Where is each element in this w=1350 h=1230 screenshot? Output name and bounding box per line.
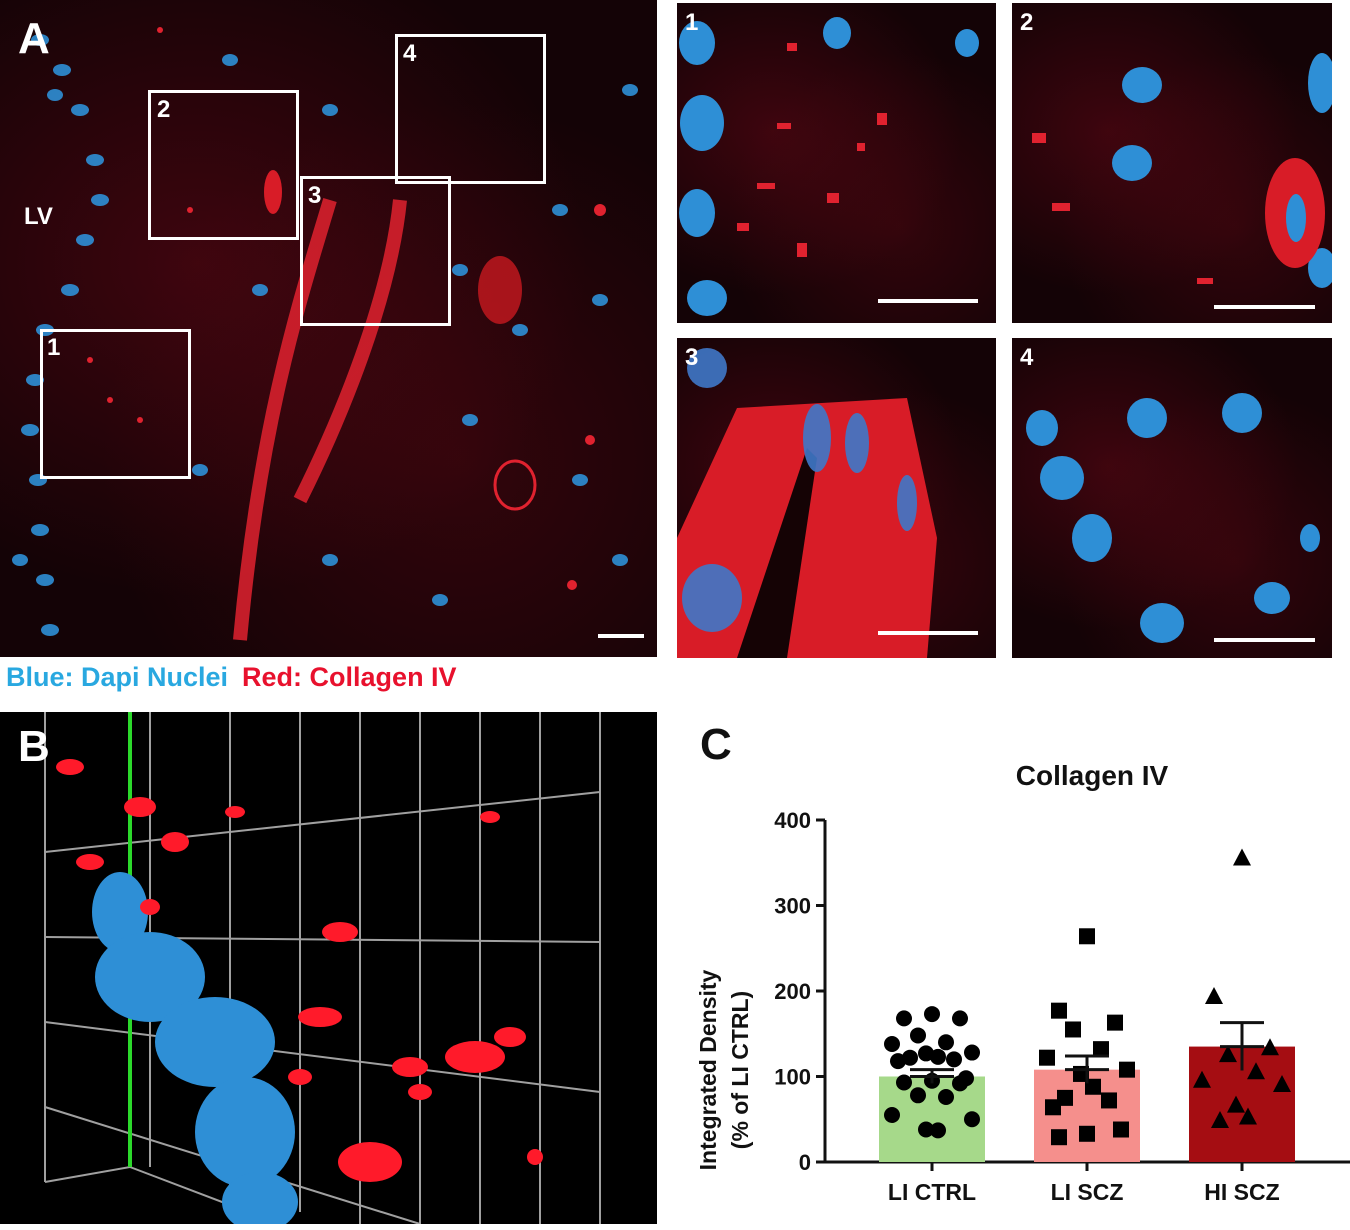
data-point bbox=[902, 1049, 918, 1066]
y-tick-label: 200 bbox=[774, 979, 811, 1004]
panel-b-texture bbox=[44, 712, 601, 1224]
data-point bbox=[1273, 1075, 1291, 1093]
data-point bbox=[938, 1034, 954, 1051]
collagen-iv-chart: Collagen IV Integrated Density (% of LI … bbox=[695, 760, 1350, 1205]
y-tick-label: 100 bbox=[774, 1065, 811, 1090]
legend-blue-text: Blue: Dapi Nuclei bbox=[6, 662, 229, 692]
panel-c-label: C bbox=[700, 720, 732, 769]
y-tick-label: 300 bbox=[774, 894, 811, 919]
x-tick-label: HI SCZ bbox=[1204, 1179, 1279, 1205]
chart-plot-area: 0 100 200 300 400 LI CTRL LI SCZ HI SCZ bbox=[774, 808, 1350, 1205]
data-point bbox=[1079, 1125, 1095, 1142]
data-point bbox=[938, 1089, 954, 1106]
data-point bbox=[1227, 1095, 1245, 1113]
panel-b-label: B bbox=[18, 722, 50, 771]
data-point bbox=[884, 1106, 900, 1123]
inset-2-label: 2 bbox=[1020, 9, 1034, 36]
roi-box-3 bbox=[300, 176, 451, 326]
inset-3: 3 bbox=[677, 338, 996, 658]
data-point bbox=[1051, 1129, 1067, 1146]
data-point bbox=[952, 1010, 968, 1027]
data-point bbox=[1051, 1002, 1067, 1019]
data-point bbox=[1093, 1041, 1109, 1058]
data-point bbox=[1065, 1021, 1081, 1038]
inset-4-scale-bar bbox=[1214, 638, 1315, 642]
data-point bbox=[918, 1121, 934, 1138]
data-point bbox=[930, 1048, 946, 1065]
data-point bbox=[924, 1006, 940, 1023]
panel-a-micrograph: A LV 1 2 3 4 bbox=[0, 0, 657, 657]
data-point bbox=[1247, 1062, 1265, 1080]
data-point bbox=[1079, 928, 1095, 945]
panel-a-label: A bbox=[18, 14, 50, 63]
data-point bbox=[1219, 1045, 1237, 1063]
roi-box-label-2: 2 bbox=[157, 96, 171, 123]
scale-bar bbox=[598, 634, 644, 638]
data-point bbox=[952, 1075, 968, 1092]
inset-1-label: 1 bbox=[685, 9, 699, 36]
inset-4-label: 4 bbox=[1020, 344, 1034, 371]
data-point bbox=[1039, 1049, 1055, 1066]
data-point bbox=[918, 1045, 934, 1062]
data-point bbox=[890, 1053, 906, 1070]
data-point bbox=[910, 1087, 926, 1104]
data-point bbox=[910, 1027, 926, 1044]
roi-box-label-1: 1 bbox=[47, 334, 61, 361]
data-point bbox=[1045, 1099, 1061, 1116]
inset-4: 4 bbox=[1012, 338, 1332, 658]
stain-legend: Blue: Dapi Nuclei Red: Collagen IV bbox=[6, 662, 457, 693]
data-point bbox=[884, 1036, 900, 1053]
y-tick-label: 400 bbox=[774, 808, 811, 833]
y-tick-label: 0 bbox=[799, 1150, 811, 1175]
data-point bbox=[1085, 1078, 1101, 1095]
panel-b-3d-render: B bbox=[0, 712, 657, 1224]
inset-2: 2 bbox=[1012, 3, 1332, 323]
roi-box-label-4: 4 bbox=[403, 40, 417, 67]
inset-2-texture bbox=[1032, 53, 1332, 288]
data-point bbox=[1107, 1014, 1123, 1031]
data-point bbox=[1101, 1092, 1117, 1109]
roi-box-label-3: 3 bbox=[308, 182, 322, 209]
chart-title: Collagen IV bbox=[1016, 760, 1169, 791]
data-point bbox=[896, 1010, 912, 1027]
y-axis-label-line1: Integrated Density bbox=[695, 969, 721, 1170]
data-point bbox=[1211, 1110, 1229, 1128]
data-point bbox=[930, 1122, 946, 1139]
x-tick-label: LI CTRL bbox=[888, 1179, 976, 1205]
lateral-ventricle-label: LV bbox=[24, 203, 53, 230]
x-tick-label: LI SCZ bbox=[1051, 1179, 1124, 1205]
data-point bbox=[964, 1044, 980, 1061]
data-point bbox=[1261, 1038, 1279, 1056]
data-point bbox=[964, 1111, 980, 1128]
data-point bbox=[1113, 1121, 1129, 1138]
roi-box-1 bbox=[40, 329, 191, 479]
inset-1: 1 bbox=[677, 3, 996, 323]
inset-3-label: 3 bbox=[685, 344, 699, 371]
data-point bbox=[1239, 1107, 1257, 1125]
roi-box-4 bbox=[395, 34, 546, 184]
data-point bbox=[1193, 1070, 1211, 1088]
data-point bbox=[896, 1074, 912, 1091]
roi-box-2 bbox=[148, 90, 299, 240]
inset-2-scale-bar bbox=[1214, 305, 1315, 309]
y-axis-label-line2: (% of LI CTRL) bbox=[727, 991, 753, 1149]
data-point bbox=[946, 1051, 962, 1068]
legend-red-text: Red: Collagen IV bbox=[242, 662, 457, 692]
inset-1-texture bbox=[679, 17, 979, 316]
inset-4-texture bbox=[1026, 393, 1320, 643]
data-point bbox=[1205, 986, 1223, 1004]
data-point bbox=[1233, 848, 1251, 866]
panel-a-texture bbox=[12, 27, 638, 641]
inset-1-scale-bar bbox=[878, 299, 978, 303]
data-point bbox=[1119, 1061, 1135, 1078]
inset-3-scale-bar bbox=[878, 631, 978, 635]
inset-3-texture bbox=[677, 348, 937, 658]
